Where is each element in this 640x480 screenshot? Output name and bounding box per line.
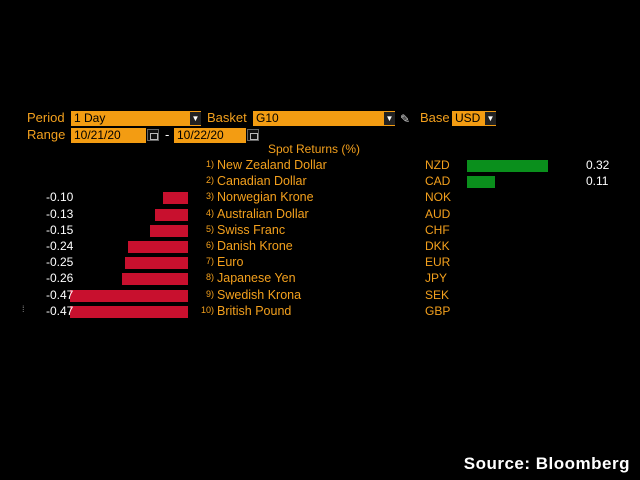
bar-nok xyxy=(162,192,188,205)
calendar-icon[interactable] xyxy=(247,129,259,141)
range-start-input[interactable]: 10/21/20 xyxy=(71,128,146,143)
rank-label: 3) xyxy=(205,191,214,202)
rank-label: 10) xyxy=(200,304,214,315)
value-label: -0.15 xyxy=(46,222,74,237)
source-caption: Source: Bloomberg xyxy=(463,454,630,473)
table-row[interactable]: -0.25 7) Euro EUR xyxy=(0,255,640,271)
period-dropdown[interactable]: 1 Day ▼ xyxy=(71,111,201,126)
bar-dkk xyxy=(127,241,188,253)
base-label: Base xyxy=(420,110,450,125)
range-label: Range xyxy=(27,127,66,142)
currency-code: JPY xyxy=(425,271,448,286)
bar-eur xyxy=(125,257,188,270)
currency-name[interactable]: New Zealand Dollar xyxy=(217,158,327,172)
range-start-value: 10/21/20 xyxy=(74,128,121,142)
bar-cad xyxy=(467,176,495,189)
rank-label: 6) xyxy=(205,240,214,250)
bar-nzd xyxy=(467,160,548,172)
value-label: -0.47 xyxy=(46,287,74,302)
value-label: -0.24 xyxy=(46,239,74,253)
table-row[interactable]: -0.26 8) Japanese Yen JPY xyxy=(0,271,640,287)
table-row[interactable]: 0.11 2) Canadian Dollar CAD xyxy=(0,174,640,190)
currency-code: EUR xyxy=(425,255,451,270)
basket-value: G10 xyxy=(256,111,279,125)
currency-code: DKK xyxy=(425,239,450,253)
rank-label: 4) xyxy=(205,207,214,218)
currency-name[interactable]: Canadian Dollar xyxy=(217,174,307,189)
bar-gbp xyxy=(69,305,188,318)
value-label: 0.32 xyxy=(586,158,610,172)
rank-label: 8) xyxy=(205,272,214,283)
rank-label: 1) xyxy=(205,159,214,169)
bar-aud xyxy=(155,208,188,221)
value-label: -0.25 xyxy=(46,255,74,270)
chevron-down-icon[interactable]: ▼ xyxy=(384,112,395,125)
axis-tick: ⁞ xyxy=(22,304,25,314)
chevron-down-icon[interactable]: ▼ xyxy=(485,112,496,125)
pencil-icon[interactable]: ✎ xyxy=(400,112,411,126)
bar-jpy xyxy=(122,273,188,286)
table-row[interactable]: -0.47 10) British Pound GBP xyxy=(0,304,640,320)
currency-name[interactable]: Swiss Franc xyxy=(217,222,286,237)
rank-label: 9) xyxy=(205,288,214,299)
currency-code: NOK xyxy=(425,190,452,205)
currency-name[interactable]: Norwegian Krone xyxy=(217,190,314,205)
chevron-down-icon[interactable]: ▼ xyxy=(190,112,201,125)
rank-label: 7) xyxy=(205,256,214,267)
period-label: Period xyxy=(27,110,65,125)
value-label: -0.13 xyxy=(46,206,74,221)
table-row[interactable]: -0.13 4) Australian Dollar AUD xyxy=(0,207,640,223)
bar-sek xyxy=(69,289,188,302)
currency-name[interactable]: Euro xyxy=(217,255,244,270)
table-row[interactable]: -0.10 3) Norwegian Krone NOK xyxy=(0,190,640,206)
currency-code: CHF xyxy=(425,222,450,237)
basket-label: Basket xyxy=(207,110,247,125)
currency-name[interactable]: Australian Dollar xyxy=(217,206,309,221)
table-row[interactable]: 0.32 1) New Zealand Dollar NZD xyxy=(0,158,640,174)
base-dropdown[interactable]: USD ▼ xyxy=(452,111,496,126)
value-label: -0.26 xyxy=(46,271,74,286)
currency-code: CAD xyxy=(425,174,451,189)
range-separator: - xyxy=(165,127,170,142)
currency-name[interactable]: British Pound xyxy=(217,303,292,318)
base-value: USD xyxy=(455,111,481,125)
currency-name[interactable]: Danish Krone xyxy=(217,239,293,253)
range-end-input[interactable]: 10/22/20 xyxy=(174,128,246,143)
value-label: -0.10 xyxy=(46,190,74,205)
period-value: 1 Day xyxy=(74,111,106,125)
table-row[interactable]: -0.15 5) Swiss Franc CHF xyxy=(0,223,640,239)
table-row[interactable]: -0.47 9) Swedish Krona SEK xyxy=(0,288,640,304)
currency-code: GBP xyxy=(425,303,451,318)
rank-label: 2) xyxy=(205,175,214,186)
chart-title: Spot Returns (%) xyxy=(268,142,361,156)
rank-label: 5) xyxy=(205,223,214,234)
table-row[interactable]: -0.24 6) Danish Krone DKK xyxy=(0,239,640,255)
currency-name[interactable]: Swedish Krona xyxy=(217,287,302,302)
bar-chf xyxy=(150,224,188,237)
currency-code: AUD xyxy=(425,206,451,221)
value-label: -0.47 xyxy=(46,303,74,318)
currency-code: SEK xyxy=(425,287,450,302)
basket-dropdown[interactable]: G10 ▼ xyxy=(253,111,395,126)
calendar-icon[interactable] xyxy=(147,129,159,141)
currency-name[interactable]: Japanese Yen xyxy=(217,271,296,286)
currency-code: NZD xyxy=(425,158,450,172)
value-label: 0.11 xyxy=(586,174,609,189)
range-end-value: 10/22/20 xyxy=(177,128,224,142)
